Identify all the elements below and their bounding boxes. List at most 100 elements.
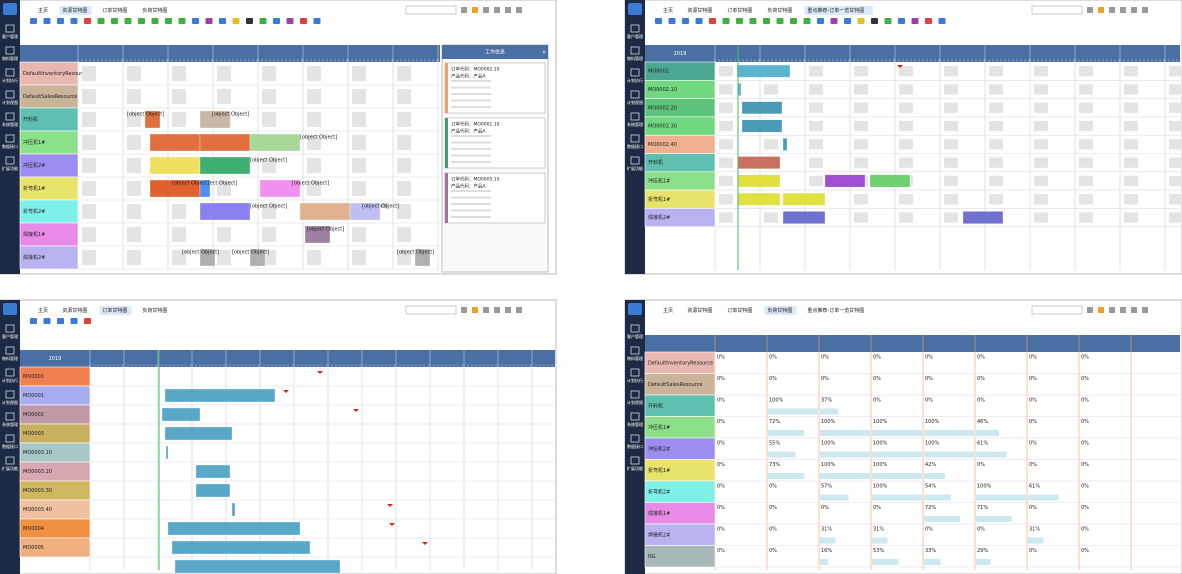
toolbar-icon[interactable] [655,18,662,24]
toolbar-icon[interactable] [70,318,78,324]
sidebar-label[interactable]: 客户管理 [627,333,643,339]
top-icon[interactable] [1120,307,1126,313]
toolbar-icon[interactable] [709,18,716,24]
toolbar-icon[interactable] [219,18,226,24]
gantt-bar[interactable] [174,559,341,574]
top-icon[interactable] [472,7,478,13]
sidebar-icon[interactable] [5,324,15,333]
gantt-bar[interactable] [962,211,1004,224]
toolbar-icon[interactable] [70,18,78,24]
tab[interactable]: 资源甘特图 [62,307,87,314]
row-label[interactable]: 冲压机1# [648,424,670,431]
row-label[interactable]: 焊接机2# [648,214,670,221]
toolbar-icon[interactable] [205,18,213,24]
top-icon[interactable] [1098,307,1104,313]
sidebar-label[interactable]: 客户管理 [627,33,643,39]
toolbar-icon[interactable] [124,18,132,24]
row-label[interactable]: MO0003.40 [23,507,52,513]
sidebar-label[interactable]: 系统管理 [2,421,18,427]
sidebar-label[interactable]: 扩展功能 [2,165,18,171]
sidebar-icon[interactable] [630,68,640,77]
close-button[interactable]: × [542,50,546,56]
toolbar-icon[interactable] [313,18,321,24]
sidebar-label[interactable]: 物料管理 [627,55,643,61]
sidebar-label[interactable]: 计划视图 [627,99,643,105]
sidebar-icon[interactable] [5,90,15,99]
toolbar-icon[interactable] [246,18,253,24]
tab[interactable]: 负荷甘特图 [142,307,167,314]
row-label[interactable]: MO0002.20 [648,105,677,111]
sidebar-label[interactable]: 计划执行 [2,77,18,83]
top-icon[interactable] [461,307,467,313]
toolbar-icon[interactable] [925,18,932,24]
toolbar-icon[interactable] [884,18,892,24]
top-icon[interactable] [516,7,522,13]
gantt-bar[interactable] [199,179,211,198]
sidebar-label[interactable]: 扩展功能 [627,465,643,471]
tab[interactable]: 订单甘特图 [727,7,752,14]
top-icon[interactable] [1109,307,1115,313]
sidebar-label[interactable]: 计划执行 [627,377,643,383]
row-label[interactable]: 折弯机2# [648,488,670,495]
sidebar-icon[interactable] [630,346,640,355]
gantt-bar[interactable] [782,211,826,224]
toolbar-icon[interactable] [763,18,770,24]
gantt-bar[interactable] [164,426,233,441]
row-label[interactable]: MO0001 [23,393,44,399]
top-icon[interactable] [1142,307,1148,313]
search-box[interactable] [405,5,457,15]
top-icon[interactable] [1109,7,1115,13]
gantt-bar[interactable] [414,248,431,267]
row-label[interactable]: 焊接机2# [23,254,45,261]
toolbar-icon[interactable] [898,18,905,24]
sidebar-icon[interactable] [630,156,640,165]
sidebar-icon[interactable] [5,412,15,421]
top-icon[interactable] [1120,7,1126,13]
sidebar-label[interactable]: 物料管理 [627,355,643,361]
row-label[interactable]: DefaultSalesResource [23,94,78,100]
sidebar-icon[interactable] [5,24,15,33]
row-label[interactable]: NG [648,554,656,560]
toolbar-icon[interactable] [30,318,37,324]
toolbar-icon[interactable] [844,18,851,24]
sidebar-icon[interactable] [630,90,640,99]
toolbar-icon[interactable] [84,18,91,24]
toolbar-icon[interactable] [871,18,878,24]
row-label[interactable]: MO0004 [23,526,44,532]
gantt-bar[interactable] [782,192,826,206]
gantt-bar[interactable] [195,483,231,498]
toolbar-icon[interactable] [259,18,267,24]
sidebar-label[interactable]: 数据接口 [2,443,18,449]
sidebar-label[interactable]: 客户管理 [2,333,18,339]
top-icon[interactable] [1131,307,1137,313]
sidebar-label[interactable]: 数据接口 [627,443,643,449]
top-icon[interactable] [516,307,522,313]
row-label[interactable]: 开料机 [648,402,663,409]
gantt-bar[interactable] [199,248,216,267]
gantt-bar[interactable] [165,445,169,460]
sidebar-icon[interactable] [5,156,15,165]
sidebar-label[interactable]: 系统管理 [627,121,643,127]
gantt-bar[interactable] [231,502,236,517]
sidebar-icon[interactable] [5,134,15,143]
top-icon[interactable] [1098,7,1104,13]
top-icon[interactable] [483,307,489,313]
sidebar-icon[interactable] [5,368,15,377]
toolbar-icon[interactable] [668,18,676,24]
toolbar-icon[interactable] [790,18,797,24]
gantt-bar[interactable] [144,110,161,129]
gantt-bar[interactable] [199,156,251,175]
tab[interactable]: 重点推荐-订单一览甘特图 [807,307,864,314]
tab[interactable]: 订单甘特图 [102,307,127,314]
toolbar-icon[interactable] [178,18,186,24]
row-label[interactable]: 开料机 [648,159,663,166]
toolbar-icon[interactable] [682,18,689,24]
row-label[interactable]: 冲压机2# [648,445,670,452]
sidebar-icon[interactable] [5,434,15,443]
top-icon[interactable] [1087,7,1093,13]
tab[interactable]: 主页 [38,7,48,14]
sidebar-icon[interactable] [630,390,640,399]
toolbar-icon[interactable] [165,18,172,24]
row-label[interactable]: 折弯机1# [648,467,670,474]
gantt-bar[interactable] [171,540,311,555]
